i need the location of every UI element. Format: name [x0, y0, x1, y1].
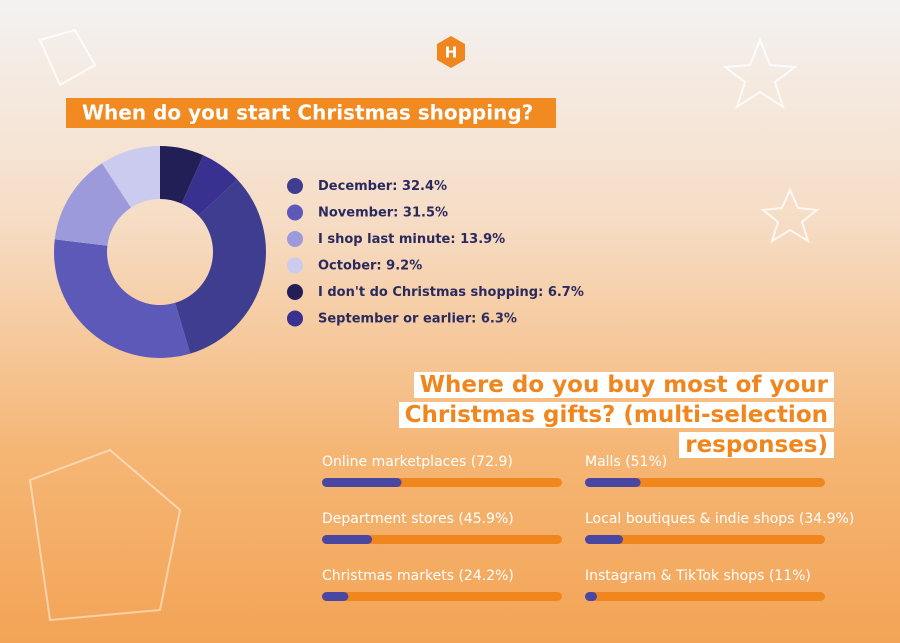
bar-category: Local boutiques & indie shops: [585, 511, 794, 527]
logo-mark: H: [445, 44, 458, 62]
bar-track: [585, 478, 825, 487]
chart-title: Where do you buy most of your Christmas …: [314, 370, 834, 460]
bar-value-label: (45.9%): [458, 511, 513, 527]
bar-value-label: (34.9%): [799, 511, 854, 527]
bar-track: [585, 535, 825, 544]
legend-value: 6.7%: [548, 285, 584, 300]
decoration: [28, 28, 820, 622]
legend-value: 9.2%: [386, 258, 422, 273]
legend-value: 6.3%: [481, 311, 517, 326]
legend-name: October:: [318, 258, 382, 273]
bar-label: Instagram & TikTok shops (11%): [585, 568, 811, 584]
title-box: [66, 98, 556, 128]
bar-label: Christmas markets (24.2%): [322, 568, 514, 584]
legend-label: December: 32.4%: [318, 179, 447, 194]
legend-swatch: [287, 257, 303, 274]
bar-track: [322, 535, 562, 544]
bar-value-label: (72.9): [471, 454, 513, 470]
legend-value: 32.4%: [402, 179, 447, 194]
legend-label: October: 9.2%: [318, 258, 422, 273]
donut-slice: [175, 179, 267, 354]
donut-slice: [181, 155, 238, 216]
bar-value-label: (24.2%): [458, 568, 513, 584]
donut-slice: [102, 146, 160, 208]
bar-label: Department stores (45.9%): [322, 511, 514, 527]
bar-category: Instagram & TikTok shops: [585, 568, 764, 584]
legend-swatch: [287, 310, 303, 327]
donut-slice: [54, 239, 191, 358]
legend-name: November:: [318, 205, 398, 220]
bar-category: Department stores: [322, 511, 454, 527]
bar: [585, 478, 641, 487]
bar-label: Online marketplaces (72.9): [322, 454, 513, 470]
bar-category: Christmas markets: [322, 568, 454, 584]
bar-value-label: (51%): [625, 454, 667, 470]
legend-label: I shop last minute: 13.9%: [318, 232, 505, 247]
legend-swatch: [287, 284, 303, 300]
bar: [322, 592, 349, 601]
bar-category: Online marketplaces: [322, 454, 466, 470]
bar: [585, 535, 624, 544]
bar-value-label: (11%): [769, 568, 811, 584]
bar: [322, 478, 402, 487]
bar-category: Malls: [585, 454, 621, 470]
legend-swatch: [287, 204, 303, 221]
bar-track: [585, 592, 825, 601]
donut-slice: [54, 163, 132, 246]
legend-label: I don't do Christmas shopping: 6.7%: [318, 285, 584, 300]
bar: [585, 592, 597, 601]
bar-label: Local boutiques & indie shops (34.9%): [585, 511, 854, 527]
legend-name: I shop last minute:: [318, 232, 456, 247]
logo: [437, 36, 465, 68]
legend-name: December:: [318, 179, 397, 194]
donut-slice: [160, 146, 204, 204]
legend-swatch: [287, 178, 303, 194]
bar-label: Malls (51%): [585, 454, 667, 470]
legend-value: 13.9%: [460, 232, 505, 247]
legend-value: 31.5%: [403, 205, 448, 220]
legend-label: November: 31.5%: [318, 205, 448, 220]
legend-label: September or earlier: 6.3%: [318, 311, 517, 326]
legend-name: I don't do Christmas shopping:: [318, 285, 543, 300]
bar-track: [322, 592, 562, 601]
legend-name: September or earlier:: [318, 311, 476, 326]
bar: [322, 535, 373, 544]
chart-title: When do you start Christmas shopping?: [82, 101, 533, 125]
legend-swatch: [287, 231, 303, 247]
